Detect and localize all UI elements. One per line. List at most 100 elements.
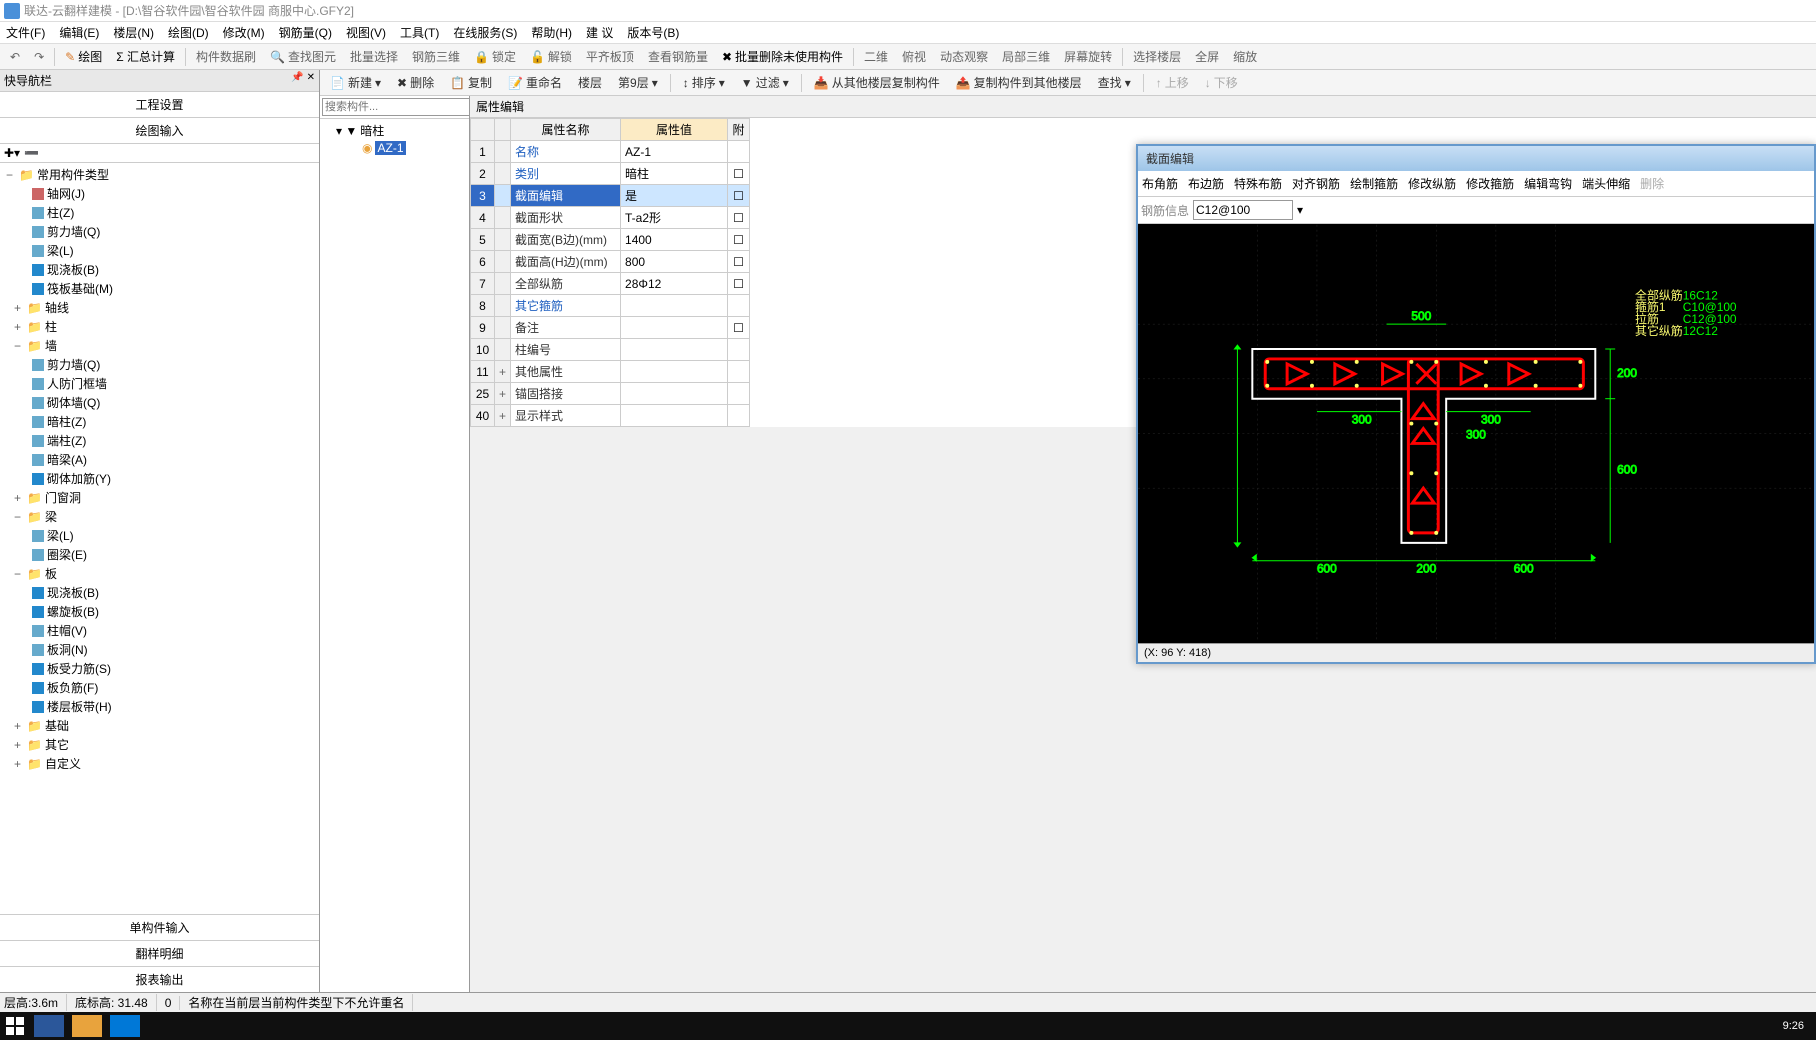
batchsel-button[interactable]: 批量选择 (344, 46, 404, 67)
property-row[interactable]: 1名称AZ-1 (471, 141, 750, 163)
sort-button[interactable]: ↕ 排序 ▾ (677, 72, 731, 93)
filter-button[interactable]: ▼ 过滤 ▾ (735, 72, 795, 93)
tree-item[interactable]: 端柱(Z) (2, 431, 317, 450)
cad-tool[interactable]: 删除 (1640, 175, 1664, 192)
fullscreen-button[interactable]: 全屏 (1189, 46, 1225, 67)
taskbar-app[interactable] (110, 1015, 140, 1037)
property-row[interactable]: 7全部纵筋28Φ12☐ (471, 273, 750, 295)
menu-view[interactable]: 视图(V) (346, 24, 386, 41)
menu-version[interactable]: 版本号(B) (627, 24, 679, 41)
sellayer-button[interactable]: 选择楼层 (1127, 46, 1187, 67)
floor-select[interactable]: 第9层 ▾ (612, 72, 664, 93)
tree-item[interactable]: +📁轴线 (2, 298, 317, 317)
tree-item[interactable]: +📁门窗洞 (2, 488, 317, 507)
menu-help[interactable]: 帮助(H) (531, 24, 572, 41)
minus-icon[interactable]: ➖ (24, 146, 39, 160)
tree-item[interactable]: −📁板 (2, 564, 317, 583)
rebar-input[interactable] (1193, 200, 1293, 220)
tree-item[interactable]: 筏板基础(M) (2, 279, 317, 298)
tab-project[interactable]: 工程设置 (0, 92, 319, 118)
tree-item[interactable]: 柱(Z) (2, 203, 317, 222)
tree-item[interactable]: 人防门框墙 (2, 374, 317, 393)
property-row[interactable]: 11+其他属性 (471, 361, 750, 383)
taskbar-app[interactable] (34, 1015, 64, 1037)
property-row[interactable]: 6截面高(H边)(mm)800☐ (471, 251, 750, 273)
tree-item[interactable]: 剪力墙(Q) (2, 222, 317, 241)
tree-item[interactable]: −📁梁 (2, 507, 317, 526)
tree-item[interactable]: +📁自定义 (2, 754, 317, 773)
flattop-button[interactable]: 平齐板顶 (580, 46, 640, 67)
add-icon[interactable]: ✚▾ (4, 146, 20, 160)
cad-tool[interactable]: 修改箍筋 (1466, 175, 1514, 192)
tree-item[interactable]: 梁(L) (2, 526, 317, 545)
tree-item[interactable]: 螺旋板(B) (2, 602, 317, 621)
draw-button[interactable]: ✎ 绘图 (59, 46, 108, 67)
tree-item[interactable]: 圈梁(E) (2, 545, 317, 564)
menu-suggest[interactable]: 建 议 (586, 24, 613, 41)
rebar3d-button[interactable]: 钢筋三维 (406, 46, 466, 67)
refresh-button[interactable]: 构件数据刷 (190, 46, 262, 67)
cad-tool[interactable]: 特殊布筋 (1234, 175, 1282, 192)
dropdown-icon[interactable]: ▾ (1297, 203, 1303, 217)
local3d-button[interactable]: 局部三维 (996, 46, 1056, 67)
tree-item[interactable]: −📁墙 (2, 336, 317, 355)
menu-rebar[interactable]: 钢筋量(Q) (279, 24, 332, 41)
cad-tool[interactable]: 布角筋 (1142, 175, 1178, 192)
down-button[interactable]: ↓ 下移 (1199, 72, 1244, 93)
tree-item[interactable]: 暗柱(Z) (2, 412, 317, 431)
tree-item[interactable]: 现浇板(B) (2, 583, 317, 602)
tree-item[interactable]: 柱帽(V) (2, 621, 317, 640)
tab-report[interactable]: 报表输出 (0, 966, 319, 992)
unlock-button[interactable]: 🔓 解锁 (524, 46, 578, 67)
copyfrom-button[interactable]: 📥 从其他楼层复制构件 (808, 72, 946, 93)
tab-single[interactable]: 单构件输入 (0, 914, 319, 940)
cad-tool[interactable]: 端头伸缩 (1582, 175, 1630, 192)
tree-item[interactable]: 砌体墙(Q) (2, 393, 317, 412)
viewrebar-button[interactable]: 查看钢筋量 (642, 46, 714, 67)
rename-button[interactable]: 📝 重命名 (502, 72, 568, 93)
fushi-button[interactable]: 俯视 (896, 46, 932, 67)
tab-detail[interactable]: 翻样明细 (0, 940, 319, 966)
tree-item[interactable]: 板洞(N) (2, 640, 317, 659)
property-row[interactable]: 25+锚固搭接 (471, 383, 750, 405)
tab-draw[interactable]: 绘图输入 (0, 118, 319, 144)
property-row[interactable]: 3截面编辑是☐ (471, 185, 750, 207)
tree-item[interactable]: 砌体加筋(Y) (2, 469, 317, 488)
tree-item[interactable]: 剪力墙(Q) (2, 355, 317, 374)
redo-button[interactable]: ↷ (28, 48, 50, 66)
lock-button[interactable]: 🔒 锁定 (468, 46, 522, 67)
find-button[interactable]: 🔍 查找图元 (264, 46, 342, 67)
cad-tool[interactable]: 对齐钢筋 (1292, 175, 1340, 192)
cad-tool[interactable]: 编辑弯钩 (1524, 175, 1572, 192)
tree-item[interactable]: 板负筋(F) (2, 678, 317, 697)
tree-item[interactable]: +📁柱 (2, 317, 317, 336)
taskbar-app[interactable] (72, 1015, 102, 1037)
search-input[interactable] (322, 98, 470, 116)
tree-item[interactable]: 板受力筋(S) (2, 659, 317, 678)
property-row[interactable]: 5截面宽(B边)(mm)1400☐ (471, 229, 750, 251)
property-row[interactable]: 10柱编号 (471, 339, 750, 361)
cad-tool[interactable]: 绘制箍筋 (1350, 175, 1398, 192)
summary-button[interactable]: Σ 汇总计算 (110, 46, 181, 67)
menu-floor[interactable]: 楼层(N) (113, 24, 154, 41)
copy-button[interactable]: 📋 复制 (444, 72, 498, 93)
start-button[interactable] (4, 1015, 26, 1037)
tree-item[interactable]: 梁(L) (2, 241, 317, 260)
copyto-button[interactable]: 📤 复制构件到其他楼层 (950, 72, 1088, 93)
new-button[interactable]: 📄 新建 ▾ (324, 72, 387, 93)
tree-item[interactable]: 轴网(J) (2, 184, 317, 203)
clock[interactable]: 9:26 (1783, 1020, 1812, 1032)
undo-button[interactable]: ↶ (4, 48, 26, 66)
screenrot-button[interactable]: 屏幕旋转 (1058, 46, 1118, 67)
find2-button[interactable]: 查找 ▾ (1092, 72, 1137, 93)
property-row[interactable]: 8其它箍筋 (471, 295, 750, 317)
tree-root[interactable]: 常用构件类型 (37, 166, 109, 183)
batchdel-button[interactable]: ✖ 批量删除未使用构件 (716, 46, 849, 67)
property-row[interactable]: 4截面形状T-a2形☐ (471, 207, 750, 229)
comp-root[interactable]: ▾ ▼ 暗柱 (322, 121, 467, 140)
menu-file[interactable]: 文件(F) (6, 24, 45, 41)
menu-modify[interactable]: 修改(M) (223, 24, 265, 41)
up-button[interactable]: ↑ 上移 (1150, 72, 1195, 93)
menu-draw[interactable]: 绘图(D) (168, 24, 209, 41)
cad-tool[interactable]: 布边筋 (1188, 175, 1224, 192)
